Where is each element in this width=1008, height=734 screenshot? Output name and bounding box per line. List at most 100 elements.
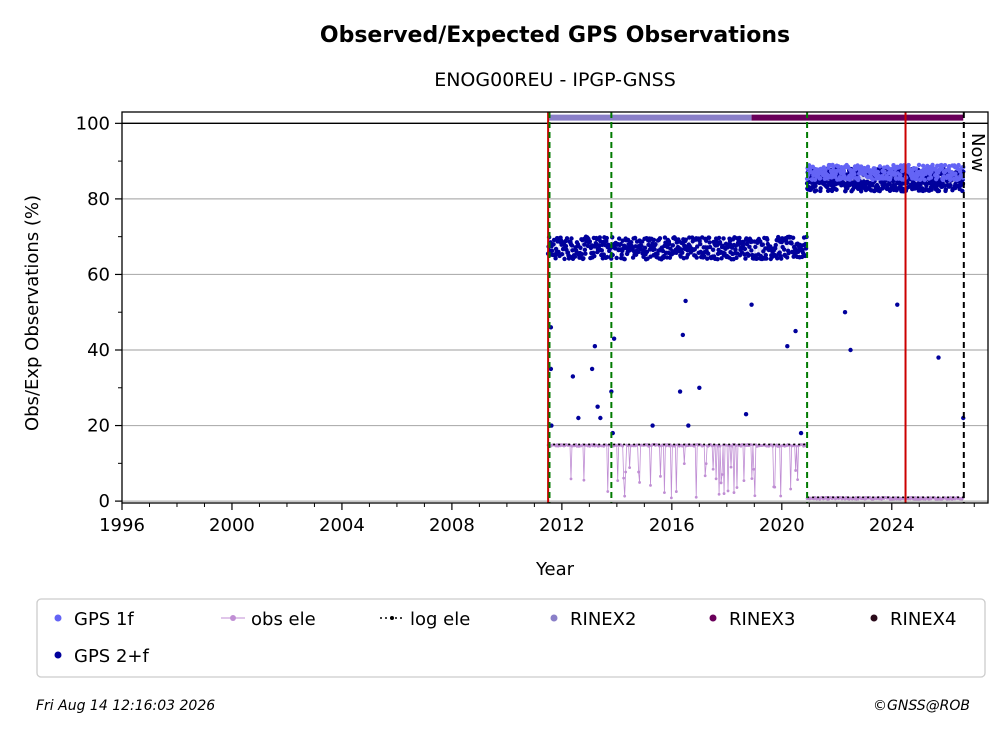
series-gps2f-outlier <box>609 389 614 394</box>
series-obs-ele-point <box>622 476 626 480</box>
axes: 0 20 40 60 80 100 1996 2000 2004 2008 2012 2016 2020… <box>76 113 975 536</box>
series-gps2f-point <box>560 246 566 252</box>
series-gps2f-point <box>628 240 634 245</box>
y-tick-label: 100 <box>76 113 110 134</box>
series-gps2f-point <box>674 250 679 255</box>
series-gps2f-outlier <box>686 423 691 428</box>
series-gps2f-outlier <box>598 415 603 421</box>
series-gps2f-outlier <box>743 412 749 417</box>
series-obs-ele-point <box>779 494 783 498</box>
series-gps1f-point <box>953 171 958 176</box>
series-gps2f-point <box>813 183 818 189</box>
series-gps2f-point <box>570 248 575 253</box>
series-gps1f-point <box>913 166 919 171</box>
series-gps2f-point <box>714 238 719 244</box>
series-gps2f-outlier <box>749 302 754 307</box>
series-gps2f-outlier <box>677 389 683 394</box>
now-label: Now <box>967 133 988 172</box>
series-obs-ele-point <box>714 477 718 481</box>
series-gps1f-point <box>957 169 963 174</box>
series-gps2f-point <box>670 243 676 248</box>
legend-marker <box>54 651 62 659</box>
legend-label: log ele <box>410 609 470 630</box>
chart-title: Observed/Expected GPS Observations <box>320 23 790 48</box>
x-tick-label: 2008 <box>429 515 475 536</box>
grid-lines <box>122 122 988 502</box>
series-gps2f-point <box>704 256 710 261</box>
series-gps2f-point <box>652 246 657 252</box>
series-gps2f-point <box>551 242 556 247</box>
series-gps2f-outlier <box>798 430 804 436</box>
series-gps1f-point <box>916 162 922 168</box>
series-gps2f-point <box>717 240 723 245</box>
x-axis-label: Year <box>535 559 575 580</box>
series-gps1f-point <box>830 164 836 169</box>
series-gps1f-point <box>877 164 883 169</box>
legend-marker <box>870 614 878 622</box>
series-obs-ele-point <box>732 491 736 494</box>
series-gps2f-outlier <box>592 344 598 349</box>
series-gps1f-point <box>872 166 877 171</box>
series-gps1f-point <box>898 173 903 178</box>
series-gps1f-point <box>942 163 948 168</box>
series-gps2f-point <box>618 242 623 247</box>
series-gps2f-point <box>891 178 896 184</box>
series-obs-ele-point <box>638 481 641 484</box>
series-gps2f-point <box>834 187 839 192</box>
x-tick-label: 2004 <box>319 515 365 536</box>
series-gps2f-point <box>784 255 790 260</box>
legend-marker <box>709 614 717 622</box>
series-obs-ele-point <box>773 485 777 489</box>
series-gps1f-point <box>817 175 823 181</box>
series-gps2f-point <box>581 256 586 261</box>
series-obs-ele-point <box>703 474 707 478</box>
series-obs-ele-point <box>718 444 722 448</box>
series-obs-ele-point <box>621 444 625 448</box>
series-gps2f-outlier <box>680 332 686 338</box>
series-gps2f-point <box>605 254 610 260</box>
series-gps2f-point <box>737 235 742 241</box>
legend-box <box>36 598 986 678</box>
series-gps2f-point <box>667 241 672 247</box>
legend-label: RINEX3 <box>729 609 795 630</box>
vertical-markers <box>547 112 965 503</box>
plot-area-frame <box>121 111 989 504</box>
series-obs-ele-point <box>623 494 627 498</box>
series-gps2f-point <box>733 247 738 252</box>
series-gps1f-point <box>865 164 871 170</box>
series-obs-ele-line <box>548 443 807 498</box>
series-gps2f-point <box>765 237 770 242</box>
series-gps2f-point <box>549 248 555 253</box>
series-gps2f-point <box>876 185 881 190</box>
series-gps2f-point <box>582 247 588 252</box>
series-gps2f-point <box>651 237 657 243</box>
legend: GPS 1f obs ele log ele RINEX2 RINEX3 RINEX4 GP… <box>36 598 986 678</box>
series-gps2f-outlier <box>785 344 790 349</box>
series-gps2f-point <box>763 252 769 258</box>
series-gps1f-point <box>956 162 961 168</box>
x-tick-label: 2024 <box>869 515 915 536</box>
legend-marker <box>390 616 394 620</box>
series-obs-ele-point <box>729 465 733 469</box>
series-gps2f-point <box>747 244 752 250</box>
series-gps2f-point <box>773 246 778 251</box>
series-obs-ele-point <box>616 479 620 482</box>
series-gps2f-point <box>742 246 748 252</box>
series-gps2f-point <box>786 250 791 256</box>
series-gps2f-point <box>695 244 700 249</box>
x-tick-label: 2000 <box>209 515 255 536</box>
series-gps1f-point <box>856 175 861 181</box>
series-obs-ele-point <box>669 496 673 500</box>
series-gps2f-point <box>625 237 631 243</box>
series-gps2f-point <box>683 237 688 242</box>
series-obs-ele-point <box>719 481 723 485</box>
series-gps2f-point <box>569 236 574 241</box>
series-gps2f-point <box>694 255 699 260</box>
series-gps2f-point <box>698 241 703 247</box>
series-gps2f-outlier <box>576 415 581 421</box>
series-obs-ele-point <box>789 487 793 491</box>
y-axis-label: Obs/Exp Observations (%) <box>22 195 43 431</box>
series-obs-ele-point <box>663 491 666 495</box>
series-gps2f-point <box>619 252 624 257</box>
series-gps2f-point <box>614 255 619 261</box>
